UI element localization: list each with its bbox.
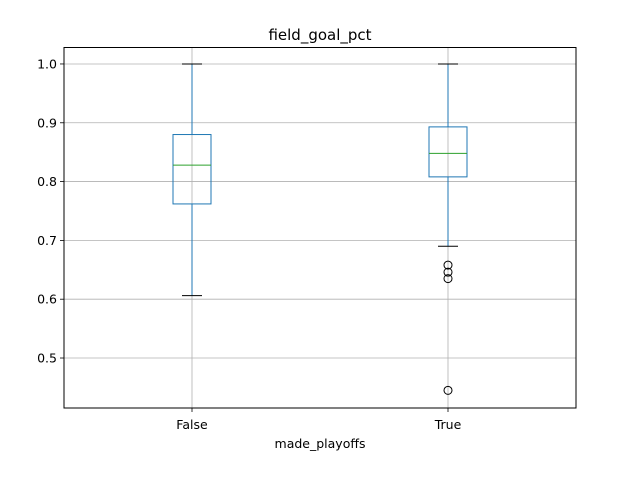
outlier-point	[443, 274, 453, 284]
y-tick-label: 0.8	[37, 174, 57, 189]
y-tick-label: 0.9	[37, 115, 57, 130]
outlier-point	[443, 267, 453, 277]
box-layer	[172, 63, 468, 395]
plot-frame	[63, 47, 577, 409]
iqr-box	[428, 126, 468, 178]
x-tick-label: False	[176, 417, 208, 432]
outlier-point	[443, 260, 453, 270]
box-group-false	[172, 63, 212, 297]
tick-layer: 0.5 0.6 0.7 0.8 0.9 1.0 False True	[37, 56, 461, 432]
y-tick-label: 1.0	[37, 56, 57, 71]
y-tick-label: 0.7	[37, 233, 57, 248]
y-tick-label: 0.6	[37, 292, 57, 307]
y-tick-label: 0.5	[37, 351, 57, 366]
x-axis-label: made_playoffs	[275, 436, 366, 451]
iqr-box	[172, 134, 212, 205]
outlier-point	[443, 385, 453, 395]
box-group-true	[428, 63, 468, 395]
chart-title: field_goal_pct	[268, 26, 371, 45]
x-tick-label: True	[434, 417, 462, 432]
